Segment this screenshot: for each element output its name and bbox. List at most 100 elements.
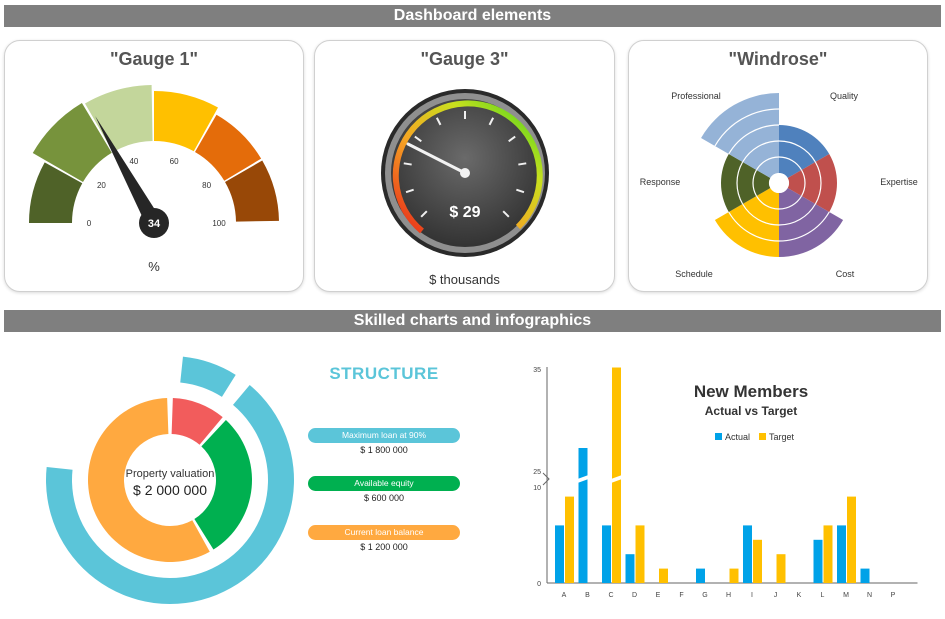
windrose-petal-quality: [779, 125, 830, 178]
windrose-ring: [728, 211, 780, 242]
axis-break: [542, 472, 550, 486]
windrose-petal-expertise: [787, 154, 837, 212]
bar-target-E: [659, 568, 668, 583]
windrose-label-quality: Quality: [830, 91, 859, 101]
gauge1-card: "Gauge 1" 0 20 40 60 80 100 34 %: [4, 40, 304, 292]
gauge1-svg: 0 20 40 60 80 100 34: [29, 85, 279, 238]
bar-target-I: [753, 539, 762, 583]
gauge1-band-2: [85, 85, 153, 152]
donut-available-equity: [194, 420, 253, 550]
donut-current-loan: [87, 398, 210, 562]
donut-center-value: $ 2 000 000: [133, 482, 207, 498]
legend-actual-swatch: [715, 433, 722, 440]
gauge3-tick: [518, 162, 527, 166]
bar-actual-N: [860, 568, 870, 583]
legend-target-swatch: [759, 433, 766, 440]
x-tick-label: B: [585, 592, 590, 599]
gauge3-tick: [508, 135, 516, 143]
bar-actual-M: [837, 525, 846, 583]
gauge3-tick: [502, 210, 510, 218]
gauge1-band-3: [154, 91, 218, 152]
x-tick-label: J: [774, 592, 778, 599]
legend-max-loan-value: $ 1 800 000: [360, 445, 408, 455]
bar-target-J: [776, 554, 786, 583]
bar-actual-I: [743, 525, 752, 583]
gauge3-needle: [406, 142, 467, 175]
windrose-card: "Windrose" Quality Expertise Cost Schedule R…: [628, 40, 928, 292]
windrose-ring: [728, 124, 780, 155]
structure-donut: Property valuation $ 2 000 000: [46, 356, 295, 604]
gauge1-hub: [139, 208, 169, 238]
windrose-ring: [742, 140, 780, 163]
y-tick-label: 25: [533, 469, 541, 476]
gauge3-tick: [420, 210, 428, 218]
y-tick-label: 10: [533, 485, 541, 492]
donut-red-segment: [171, 398, 223, 445]
gauge1-tick-label: 20: [97, 181, 106, 190]
windrose-label-cost: Cost: [836, 269, 855, 279]
bar-actual-A: [555, 525, 564, 583]
windrose-label-expertise: Expertise: [880, 177, 918, 187]
gauge1-tick-label: 0: [87, 219, 92, 228]
gauge3-unit: $ thousands: [429, 272, 500, 287]
bar-target-M: [847, 496, 856, 583]
windrose-ring: [742, 203, 780, 226]
structure-title: STRUCTURE: [329, 364, 439, 383]
x-tick-label: H: [726, 592, 731, 599]
windrose-ring: [778, 140, 816, 163]
windrose-ring: [778, 195, 803, 210]
bar-target-H: [729, 568, 739, 583]
chart-subtitle: Actual vs Target: [705, 404, 797, 418]
bar-actual-B: [578, 448, 588, 583]
legend-max-loan: Maximum loan at 90%: [308, 428, 460, 443]
windrose-ring: [814, 161, 822, 205]
windrose-ring: [778, 156, 803, 171]
gauge3-tick: [516, 188, 525, 194]
windrose-label-professional: Professional: [671, 91, 721, 101]
bar-break-mark: [611, 475, 622, 483]
bar-target-A: [565, 496, 574, 583]
windrose-ring: [755, 156, 780, 171]
bar-actual-L: [813, 539, 823, 583]
gauge1-band-1: [32, 102, 112, 182]
chart-title: New Members: [694, 382, 808, 401]
bar-actual-C: [602, 525, 611, 583]
gauge1-band-4: [195, 114, 262, 181]
windrose-label-schedule: Schedule: [675, 269, 713, 279]
x-tick-label: M: [843, 592, 849, 599]
x-tick-label: N: [867, 592, 872, 599]
windrose-ring: [714, 108, 780, 147]
gauge3-tick: [488, 117, 495, 126]
donut-max-loan: [46, 385, 295, 604]
x-tick-label: E: [656, 592, 661, 599]
windrose-ring: [736, 161, 744, 205]
gauge1-tick-label: 80: [202, 181, 211, 190]
windrose-ring: [778, 211, 830, 242]
bar-target-L: [823, 525, 833, 583]
gauge3-tick: [403, 162, 412, 166]
windrose-ring: [755, 195, 780, 210]
windrose-ring: [800, 169, 806, 197]
gauge3-tick: [435, 117, 442, 126]
gauge3-card: "Gauge 3" $ 29 $ thousands: [314, 40, 615, 292]
bar-target-C: [612, 367, 621, 583]
windrose-ring: [778, 203, 816, 226]
new-members-chart: New Members Actual vs Target Actual Targ…: [533, 367, 918, 599]
windrose-petal-professional: [701, 93, 779, 178]
banner-skilled-charts: Skilled charts and infographics: [4, 310, 941, 332]
y-tick-label: 0: [537, 581, 541, 588]
gauge1-band-0: [29, 162, 83, 223]
donut-outer-gap-edge: [180, 356, 236, 397]
legend-available-equity: Available equity: [308, 476, 460, 491]
x-tick-label: I: [751, 592, 753, 599]
gauge1-value: 34: [148, 218, 161, 230]
x-tick-label: G: [702, 592, 707, 599]
legend-current-loan-value: $ 1 200 000: [360, 542, 408, 552]
gauge1-tick-label: 40: [129, 157, 138, 166]
banner-dashboard-elements: Dashboard elements: [4, 5, 941, 27]
gauge3-color-ring: [392, 100, 543, 234]
legend-actual: Actual: [725, 432, 750, 442]
legend-current-loan: Current loan balance: [308, 525, 460, 540]
gauge1-needle: [95, 116, 162, 227]
windrose-label-response: Response: [640, 177, 681, 187]
